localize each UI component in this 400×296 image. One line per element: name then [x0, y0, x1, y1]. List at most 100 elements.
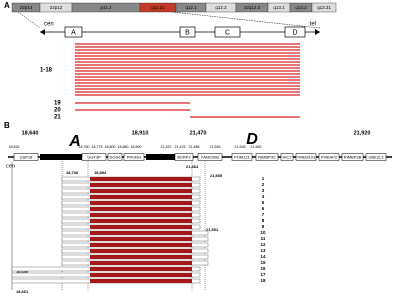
- minor-coord: 21,476: [175, 145, 186, 149]
- minor-coord: 18,880: [118, 145, 129, 149]
- deleted-segment: [90, 183, 192, 187]
- lcr-box: [214, 26, 241, 38]
- gene-box: [197, 153, 223, 161]
- deleted-segment: [90, 195, 192, 199]
- group-label: 1-18: [40, 68, 53, 74]
- row-number: 8: [262, 218, 265, 223]
- gene-box: [174, 153, 194, 161]
- breakpoint-label: 21,464: [186, 164, 199, 169]
- band-label: q12.2: [215, 5, 227, 10]
- panel-label: A: [4, 1, 10, 10]
- row-number: 7: [262, 212, 265, 217]
- band-label: 22q12.3: [244, 5, 261, 10]
- minor-coord: 21,626: [235, 145, 246, 149]
- row-number: 2: [262, 182, 265, 187]
- row-number: 15: [260, 260, 266, 265]
- zoom-line: [17, 11, 41, 29]
- gene-label: DGS6: [110, 154, 122, 159]
- minor-coord: 18,760: [79, 145, 90, 149]
- deleted-segment: [90, 189, 192, 193]
- gene-box: [107, 153, 123, 161]
- gene-label: UBE2L3: [369, 154, 385, 159]
- band-label: p11.2: [101, 5, 112, 10]
- row-number: 5: [262, 200, 265, 205]
- major-coord: 18,640: [22, 130, 39, 136]
- deleted-segment: [90, 249, 192, 253]
- row-number: 10: [260, 230, 266, 235]
- gene-label: FAM230B: [201, 154, 219, 159]
- band-label: q12.1: [185, 5, 197, 10]
- minor-coord: 21,486: [189, 145, 200, 149]
- gene-label: POM121: [234, 154, 251, 159]
- band-label: 22p13: [20, 5, 33, 10]
- deleted-segment: [90, 225, 192, 229]
- group-label: 20: [54, 108, 61, 114]
- breakpoint-label: 18,706: [66, 170, 79, 175]
- break-mark: //: [157, 154, 163, 161]
- gene-label: GGT3P: [87, 154, 101, 159]
- major-coord: 18,910: [132, 130, 149, 136]
- gene-box: [231, 153, 253, 161]
- deleted-segment: [90, 261, 192, 265]
- deleted-segment: [90, 273, 192, 277]
- deleted-segment: [90, 213, 192, 217]
- deleted-segment: [90, 177, 192, 181]
- breakpoint-label: 21,505: [210, 173, 223, 178]
- chromosome-band: [311, 2, 337, 13]
- row-number: 14: [260, 254, 266, 259]
- row-number: 9: [262, 224, 265, 229]
- deleted-segment: [90, 207, 192, 211]
- major-coord: 21,470: [190, 130, 207, 136]
- gene-box: [295, 153, 317, 161]
- band-label: q13.2: [295, 5, 307, 10]
- breakpoint-label: 18,655: [16, 269, 29, 274]
- lcr-label: D: [292, 29, 297, 36]
- lcr-box: [284, 26, 306, 38]
- deleted-segment: [90, 231, 192, 235]
- panel-a: 22p13 22p12 p11.2 q11.21 q12.1 q12.2 22q12.3 q1…: [11, 2, 337, 121]
- lcr-box: [179, 26, 196, 38]
- group-label: 21: [54, 115, 61, 121]
- lcr-label: A: [71, 29, 76, 36]
- gene-box: [318, 153, 340, 161]
- row-number: 6: [262, 206, 265, 211]
- row-number: 1: [262, 176, 265, 181]
- lcr-box: [64, 26, 83, 38]
- gene-box: [280, 153, 294, 161]
- lcr-block: [40, 154, 82, 160]
- minor-coord: 18,800: [105, 145, 116, 149]
- group-label: 19: [54, 101, 61, 107]
- lcr-label: C: [225, 29, 230, 36]
- gene-box: [81, 153, 107, 161]
- deleted-segment: [90, 243, 192, 247]
- deleted-segment: [90, 219, 192, 223]
- minor-coord: 18,775: [92, 145, 103, 149]
- deleted-segment: [90, 279, 192, 283]
- gene-label: TMEM191: [297, 154, 316, 159]
- deleted-segment: [90, 255, 192, 259]
- row-number: 4: [262, 194, 265, 199]
- breakpoint-label: 21,501: [206, 227, 219, 232]
- row-number: 11: [261, 236, 266, 241]
- cen-label: cen: [44, 22, 54, 28]
- gene-box: [255, 153, 279, 161]
- lcr-big-label: A: [68, 133, 81, 150]
- gene-box: [365, 153, 387, 161]
- row-number: 16: [260, 266, 266, 271]
- row-number: 3: [262, 188, 265, 193]
- gene-box: [123, 153, 145, 161]
- gene-box: [13, 153, 39, 161]
- gene-label: BCRP2: [177, 154, 191, 159]
- lcr-block: [146, 154, 175, 160]
- gene-label: HIC2: [282, 154, 292, 159]
- band-label: q13.31: [317, 5, 331, 10]
- breakpoint-label: 18,661: [16, 289, 29, 294]
- minor-coord: 18,890: [131, 145, 142, 149]
- gene-label: PI4KAP2: [321, 154, 338, 159]
- gene-label: PRODH: [127, 154, 142, 159]
- band-label: q11.21: [151, 5, 165, 10]
- band-label: q13.1: [273, 5, 285, 10]
- row-number: 17: [260, 272, 266, 277]
- breakpoint-label: 18,894: [94, 170, 107, 175]
